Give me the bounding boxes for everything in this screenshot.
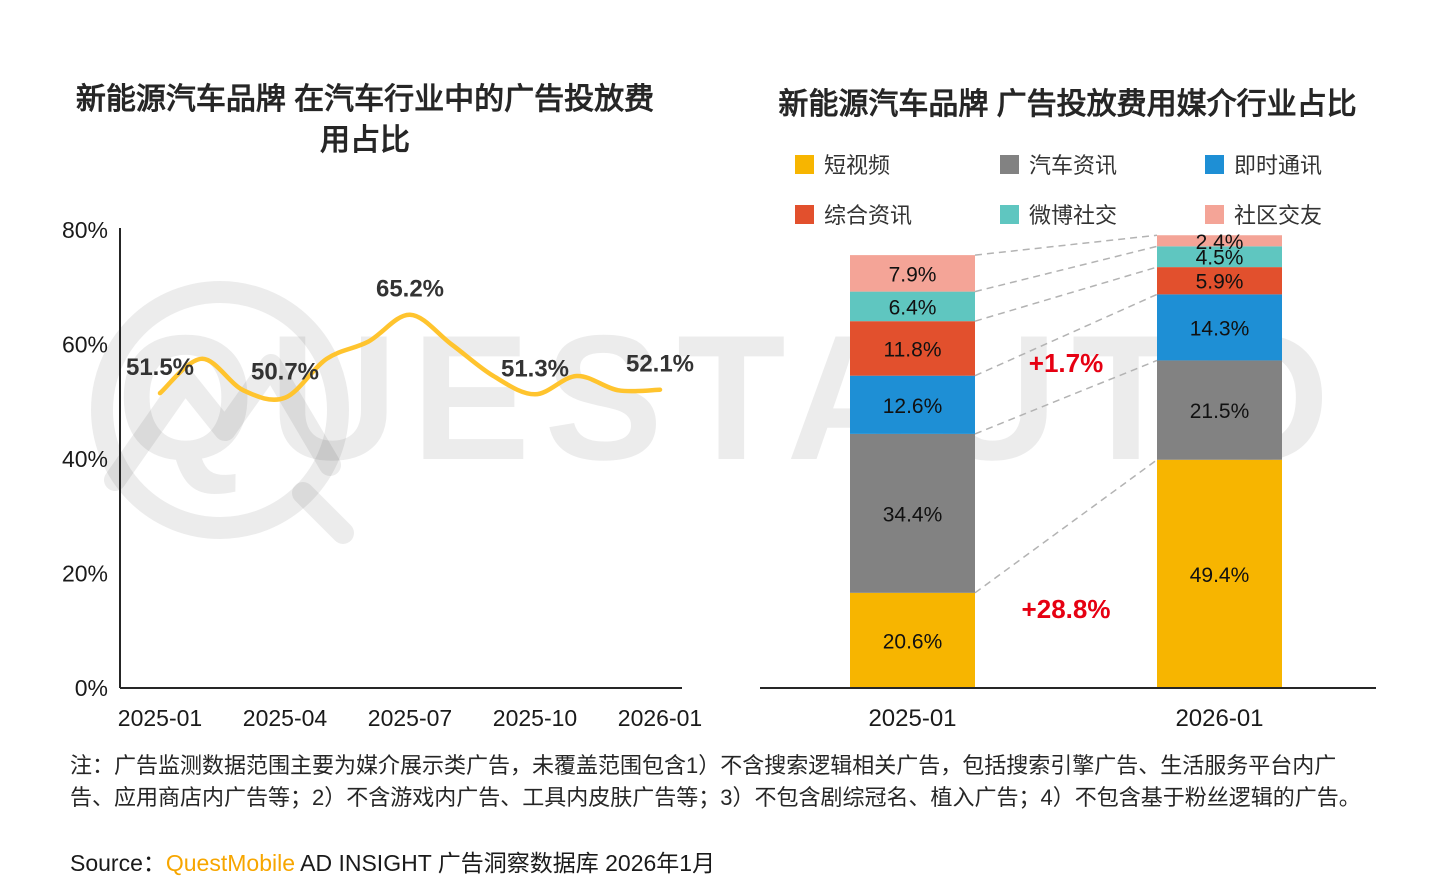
bar-segment: [1157, 267, 1282, 295]
legend-label: 汽车资讯: [1029, 153, 1118, 178]
legend-label: 短视频: [824, 153, 891, 178]
footnote-text: 注：广告监测数据范围主要为媒介展示类广告，未覆盖范围包含1）不含搜索逻辑相关广告…: [70, 753, 1361, 810]
x-tick-label: 2026-01: [618, 705, 702, 731]
connector-line: [974, 245, 1158, 293]
legend-swatch: [1205, 154, 1224, 174]
legend-item-6: 社区交友: [1205, 198, 1410, 230]
x-tick-label: 2025-04: [243, 705, 328, 731]
segment-value-label: 20.6%: [883, 630, 943, 653]
right-chart: 20.6% 34.4% 12.6% 11.8% 6.4% 7.9% 2025-01 49.4%…: [760, 230, 1380, 735]
legend-label: 即时通讯: [1234, 153, 1323, 178]
bar-segment: [850, 592, 975, 688]
segment-value-label: 2.4%: [1196, 231, 1244, 254]
connector-line: [974, 459, 1158, 594]
legend-label: 社区交友: [1234, 203, 1323, 228]
connector-line: [974, 293, 1158, 377]
legend-label: 微博社交: [1029, 203, 1118, 228]
point-label: 51.5%: [126, 354, 194, 381]
bar-segment: [850, 255, 975, 292]
y-tick-label: 20%: [62, 561, 108, 587]
annotation-change-top: +1.7%: [1029, 348, 1103, 378]
segment-value-label: 5.9%: [1196, 271, 1244, 294]
legend: 短视频 汽车资讯 即时通讯综合资讯 微博社交 社区交友: [795, 148, 1410, 230]
segment-value-label: 6.4%: [889, 296, 937, 319]
bar-segment: [1157, 246, 1282, 268]
legend-swatch: [1205, 204, 1224, 224]
bar-segment: [850, 433, 975, 593]
x-tick-label: 2025-07: [368, 705, 452, 731]
segment-value-label: 4.5%: [1196, 247, 1244, 270]
point-label: 50.7%: [251, 359, 319, 386]
y-tick-label: 80%: [62, 217, 108, 243]
source-suffix: AD INSIGHT 广告洞察数据库 2026年1月: [295, 850, 716, 876]
segment-value-label: 34.4%: [883, 503, 943, 526]
bar-segment: [1157, 294, 1282, 361]
bar-chart-canvas: 20.6% 34.4% 12.6% 11.8% 6.4% 7.9% 2025-01 49.4%…: [760, 231, 1376, 732]
legend-swatch: [1000, 204, 1019, 224]
segment-value-label: 11.8%: [884, 338, 942, 361]
legend-swatch: [795, 154, 814, 174]
x-tick-label: 2025-10: [493, 705, 577, 731]
legend-item-1: 短视频: [795, 148, 1000, 180]
bar-category-label: 2026-01: [1175, 705, 1263, 730]
source-line: Source：QuestMobile AD INSIGHT 广告洞察数据库 20…: [70, 844, 715, 878]
legend-label: 综合资讯: [824, 203, 913, 228]
trend-line: [157, 312, 663, 402]
source-brand: QuestMobile: [165, 850, 295, 876]
point-label: 65.2%: [376, 276, 444, 303]
y-tick-label: 60%: [62, 332, 108, 358]
left-chart-title: 新能源汽车品牌 在汽车行业中的广告投放费用占比: [75, 83, 655, 157]
bar-segment: [1157, 360, 1282, 460]
segment-value-label: 12.6%: [883, 395, 943, 418]
line-chart-canvas: 0% 20% 40% 60% 80% 2025-01 2025-04 2025-07 2025-…: [62, 217, 702, 731]
connector-line: [974, 359, 1158, 435]
annotation-change-bottom: +28.8%: [1022, 594, 1111, 624]
segment-value-label: 7.9%: [889, 263, 937, 286]
bar-segment: [850, 321, 975, 376]
y-tick-label: 40%: [62, 446, 108, 472]
segment-value-label: 21.5%: [1190, 400, 1250, 423]
left-chart: 0% 20% 40% 60% 80% 2025-01 2025-04 2025-07 2025-…: [60, 210, 720, 745]
bar-segment: [1157, 235, 1282, 247]
bar-category-label: 2025-01: [868, 705, 956, 730]
legend-swatch: [1000, 154, 1019, 174]
segment-value-label: 14.3%: [1190, 317, 1250, 340]
y-tick-label: 0%: [75, 675, 108, 701]
legend-item-2: 汽车资讯: [1000, 148, 1205, 180]
point-label: 51.3%: [501, 355, 569, 382]
connector-line: [974, 234, 1158, 256]
segment-value-label: 49.4%: [1190, 564, 1250, 587]
legend-swatch: [795, 204, 814, 224]
bar-segment: [1157, 459, 1282, 688]
point-label: 52.1%: [626, 351, 694, 378]
right-chart-title: 新能源汽车品牌 广告投放费用媒介行业占比: [778, 88, 1357, 121]
legend-item-3: 即时通讯: [1205, 148, 1410, 180]
legend-item-5: 微博社交: [1000, 198, 1205, 230]
connector-line: [974, 266, 1158, 322]
legend-item-4: 综合资讯: [795, 198, 1000, 230]
bar-segment: [850, 291, 975, 322]
bar-segment: [850, 375, 975, 434]
source-prefix: Source：: [70, 850, 166, 876]
x-tick-label: 2025-01: [118, 705, 202, 731]
